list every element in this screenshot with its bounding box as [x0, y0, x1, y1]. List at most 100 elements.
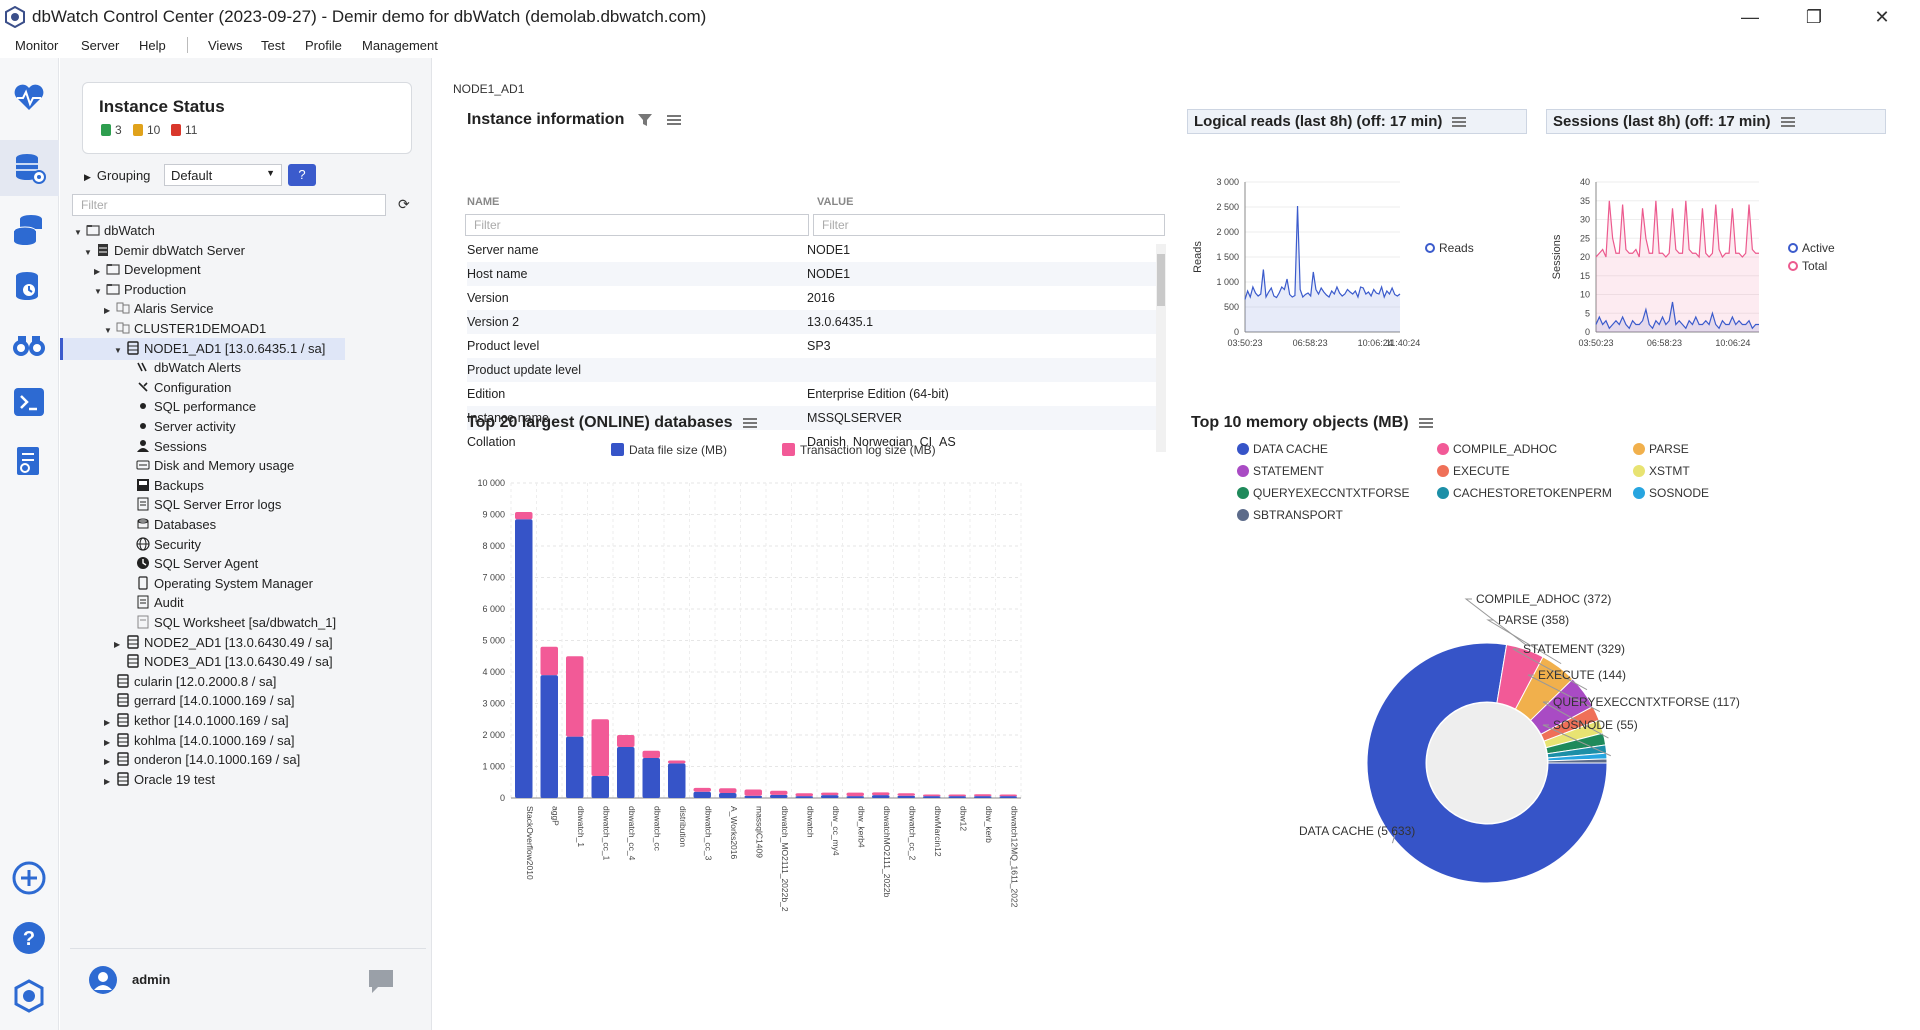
- tree-item[interactable]: SQL Worksheet [sa/dbwatch_1]: [124, 612, 336, 634]
- chevron-right-icon[interactable]: ▶: [104, 737, 111, 747]
- tree-item[interactable]: Server activity: [124, 416, 236, 438]
- scrollbar-thumb[interactable]: [1157, 254, 1165, 306]
- bar: [948, 794, 966, 797]
- tree-item[interactable]: gerrard [14.0.1000.169 / sa]: [104, 690, 294, 712]
- help-icon[interactable]: ?: [11, 920, 47, 956]
- bar: [897, 793, 915, 796]
- maximize-button[interactable]: ❐: [1805, 7, 1823, 27]
- tree-item[interactable]: ▶ NODE2_AD1 [13.0.6430.49 / sa]: [114, 632, 333, 654]
- tree-item[interactable]: ▶ kethor [14.0.1000.169 / sa]: [104, 710, 289, 732]
- binoculars-icon[interactable]: [11, 326, 47, 362]
- dbwatch-logo-icon[interactable]: [11, 978, 47, 1014]
- add-icon[interactable]: [11, 860, 47, 896]
- tree-item[interactable]: Security: [124, 534, 201, 556]
- close-button[interactable]: ✕: [1874, 7, 1890, 27]
- menu-management[interactable]: Management: [362, 38, 438, 53]
- menu-icon[interactable]: [742, 417, 757, 428]
- menu-views[interactable]: Views: [208, 38, 243, 53]
- tree-item[interactable]: SQL performance: [124, 396, 256, 418]
- chevron-right-icon[interactable]: ▶: [104, 776, 111, 786]
- tree-item[interactable]: NODE3_AD1 [13.0.6430.49 / sa]: [114, 651, 333, 673]
- table-row[interactable]: Version 2016: [467, 286, 1157, 310]
- tree-item[interactable]: ▼ Demir dbWatch Server: [84, 240, 245, 262]
- chevron-down-icon[interactable]: ▼: [74, 228, 82, 237]
- menu-test[interactable]: Test: [261, 38, 285, 53]
- chevron-down-icon[interactable]: ▼: [94, 286, 102, 296]
- tree-item[interactable]: Backups: [124, 475, 204, 497]
- tree-item[interactable]: Configuration: [124, 377, 231, 399]
- report-icon[interactable]: [11, 444, 47, 480]
- tree-item[interactable]: cularin [12.0.2000.8 / sa]: [104, 671, 276, 693]
- column-header-name[interactable]: NAME: [467, 196, 500, 208]
- menu-help[interactable]: Help: [139, 38, 166, 53]
- tree-item[interactable]: SQL Server Agent: [124, 553, 258, 575]
- table-row[interactable]: Edition Enterprise Edition (64-bit): [467, 382, 1157, 406]
- tree-filter-input[interactable]: Filter: [72, 194, 386, 216]
- x-axis-label: Date: [1310, 351, 1336, 352]
- chevron-down-icon[interactable]: ▼: [104, 326, 112, 335]
- tree-item[interactable]: ▶ Alaris Service: [104, 298, 213, 320]
- tree-item[interactable]: ▶ kohlma [14.0.1000.169 / sa]: [104, 730, 294, 752]
- chevron-right-icon[interactable]: ▶: [104, 757, 111, 767]
- pie-leader: [1512, 648, 1588, 691]
- filter-icon[interactable]: [637, 112, 653, 128]
- grouping-help-button[interactable]: ?: [288, 164, 316, 186]
- table-row[interactable]: Host name NODE1: [467, 262, 1157, 286]
- tree-item[interactable]: Sessions: [124, 436, 207, 458]
- table-row[interactable]: Server name NODE1: [467, 238, 1157, 262]
- scrollbar[interactable]: [1156, 244, 1166, 452]
- table-row[interactable]: Product level SP3: [467, 334, 1157, 358]
- top-databases-chart: Data file size (MB) Transaction log size …: [477, 443, 1022, 912]
- tree-item[interactable]: Audit: [124, 592, 184, 614]
- tree-item[interactable]: ▼ Production: [94, 279, 186, 301]
- grouping-toggle[interactable]: ▶ Grouping: [84, 168, 150, 183]
- menu-profile[interactable]: Profile: [305, 38, 342, 53]
- instance-nav-active[interactable]: [0, 140, 59, 196]
- value-filter-input[interactable]: Filter: [813, 214, 1165, 236]
- databases-icon[interactable]: [11, 211, 47, 247]
- menu-icon[interactable]: [1780, 117, 1795, 128]
- menu-icon[interactable]: [667, 114, 682, 125]
- name-filter-input[interactable]: Filter: [465, 214, 809, 236]
- menu-icon[interactable]: [1452, 117, 1467, 128]
- tree-item[interactable]: ▶ onderon [14.0.1000.169 / sa]: [104, 749, 300, 771]
- chevron-right-icon[interactable]: ▶: [104, 306, 111, 316]
- table-row[interactable]: Product update level: [467, 358, 1157, 382]
- top-databases-title-text: Top 20 largest (ONLINE) databases: [467, 414, 733, 431]
- chevron-right-icon[interactable]: ▶: [114, 639, 121, 649]
- menu-server[interactable]: Server: [81, 38, 120, 53]
- tree-item[interactable]: ▶ Development: [94, 259, 201, 281]
- instance-status-card[interactable]: Instance Status 3 10 11: [82, 82, 412, 154]
- chevron-down-icon[interactable]: ▼: [84, 247, 92, 257]
- tree-item[interactable]: dbWatch Alerts: [124, 357, 241, 379]
- tree-item[interactable]: Operating System Manager: [124, 573, 313, 595]
- tree-item-label: onderon [14.0.1000.169 / sa]: [134, 752, 301, 768]
- tree-item[interactable]: ▼ CLUSTER1DEMOAD1: [104, 318, 266, 340]
- terminal-icon[interactable]: [11, 384, 47, 420]
- y-tick-label: 20: [1580, 252, 1590, 262]
- tree-item[interactable]: Databases: [124, 514, 216, 536]
- tree-item[interactable]: Disk and Memory usage: [124, 455, 294, 477]
- grouping-select[interactable]: Default ▼: [164, 164, 282, 186]
- tree-item[interactable]: ▼ NODE1_AD1 [13.0.6435.1 / sa]: [60, 337, 345, 360]
- chat-icon[interactable]: [366, 966, 396, 996]
- legend-marker: [1788, 261, 1798, 271]
- table-row[interactable]: Version 2 13.0.6435.1: [467, 310, 1157, 334]
- menu-monitor[interactable]: Monitor: [15, 38, 59, 53]
- heartbeat-icon[interactable]: [11, 80, 47, 116]
- chevron-right-icon[interactable]: ▶: [94, 267, 101, 277]
- refresh-icon[interactable]: ⟳: [398, 196, 410, 212]
- y-tick-label: 2 500: [1216, 202, 1239, 212]
- table-row[interactable]: Instance name MSSQLSERVER: [467, 406, 1157, 430]
- table-row[interactable]: Collation Danish_Norwegian_CI_AS: [467, 430, 1157, 446]
- tree-item[interactable]: SQL Server Error logs: [124, 494, 281, 516]
- column-header-value[interactable]: VALUE: [817, 196, 854, 208]
- chevron-down-icon[interactable]: ▼: [114, 345, 122, 355]
- tree-item[interactable]: ▼ dbWatch: [74, 220, 155, 242]
- minimize-button[interactable]: —: [1741, 7, 1759, 27]
- menu-icon[interactable]: [1418, 417, 1433, 428]
- avatar[interactable]: [88, 965, 118, 995]
- database-clock-icon[interactable]: [11, 268, 47, 304]
- tree-item[interactable]: ▶ Oracle 19 test: [104, 769, 215, 791]
- chevron-right-icon[interactable]: ▶: [104, 718, 111, 727]
